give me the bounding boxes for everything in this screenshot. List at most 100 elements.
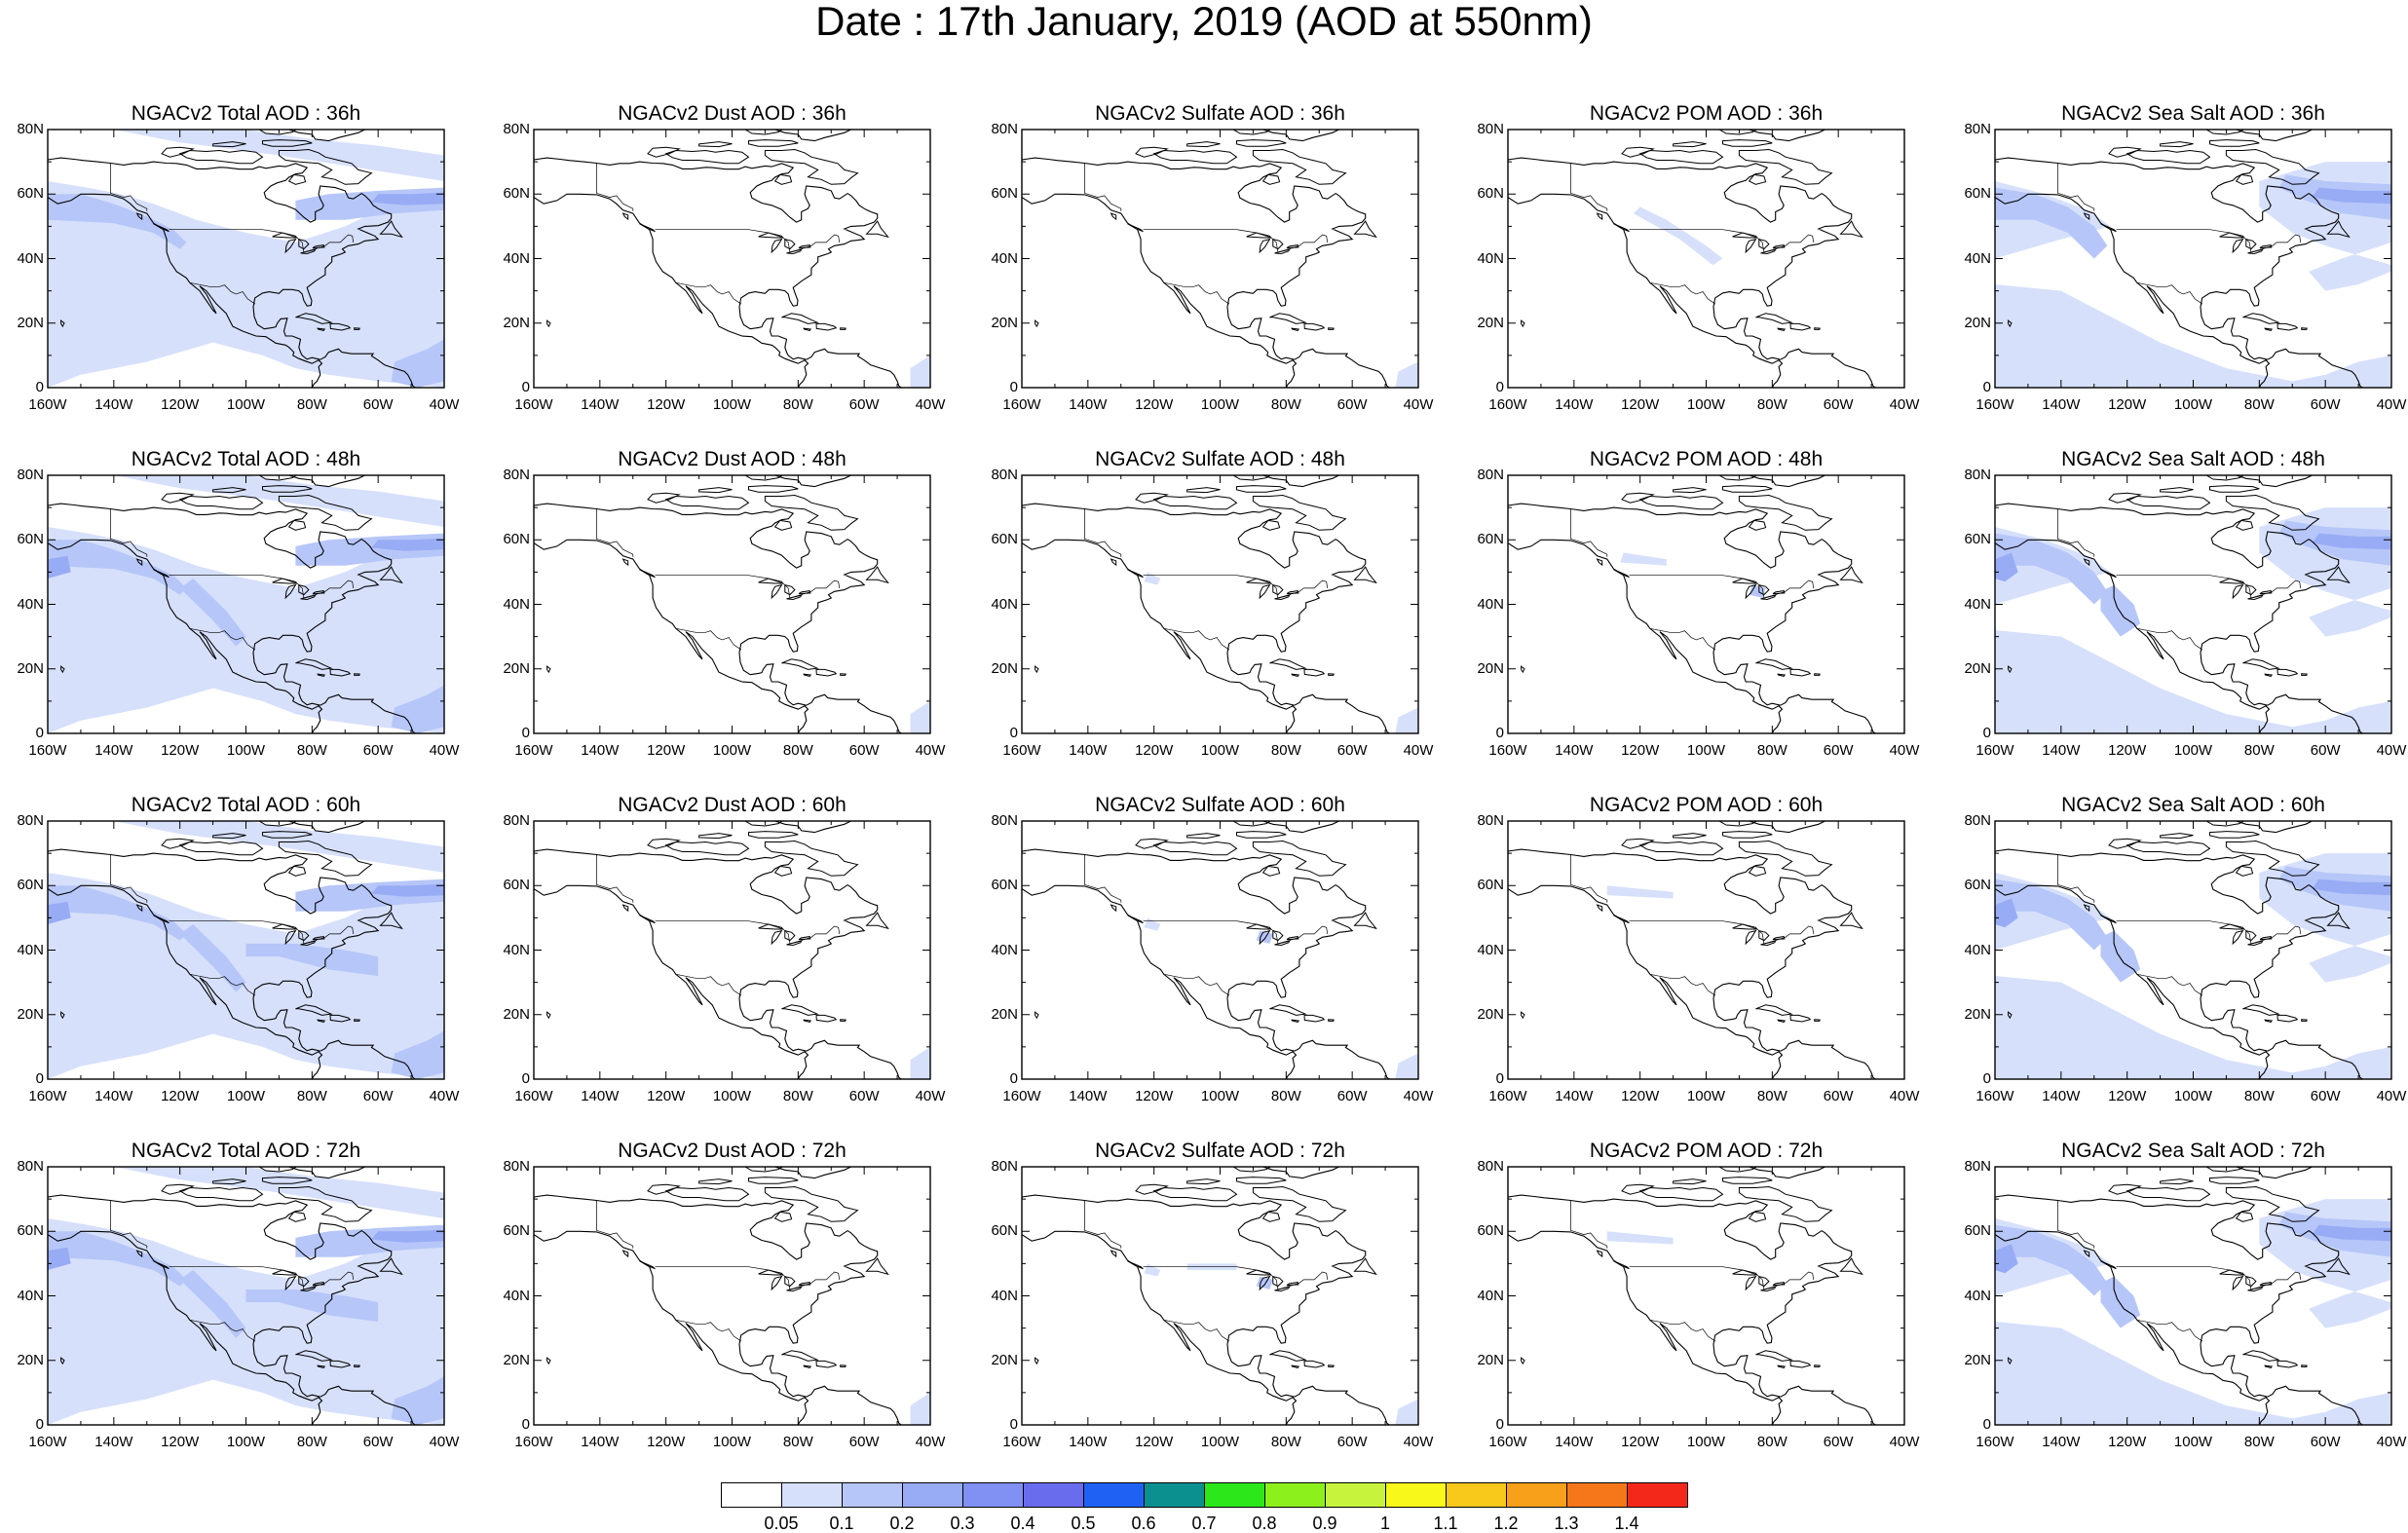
lat-tick-label: 20N — [1964, 659, 1991, 677]
island-outline — [1303, 322, 1326, 331]
lake-outline — [298, 1275, 310, 1288]
lat-tick-label: 0 — [1009, 1070, 1018, 1087]
map-panel-total-36h: NGACv2 Total AOD : 36h 80N 60N 40N 20N 0 160W 1… — [17, 102, 459, 413]
lon-tick-label: 40W — [2376, 742, 2407, 759]
map-frame — [1021, 474, 1419, 734]
aod-field — [1395, 707, 1418, 733]
lat-tick-label: 40N — [1477, 1287, 1504, 1304]
lon-tick-label: 40W — [1889, 1434, 1920, 1450]
lat-tick-label: 20N — [1964, 314, 1991, 331]
colorbar-label: 1.2 — [1493, 1514, 1519, 1533]
lake-outline — [786, 940, 803, 947]
lon-tick-label: 40W — [1889, 396, 1920, 413]
lon-tick-label: 40W — [915, 742, 946, 759]
island-outline — [744, 821, 784, 827]
island-outline — [2209, 139, 2260, 147]
panel-title: NGACv2 Sea Salt AOD : 60h — [2061, 794, 2325, 816]
island-outline — [287, 1211, 307, 1222]
lat-tick-label: 80N — [991, 467, 1018, 483]
map-frame — [1021, 1166, 1419, 1426]
lon-tick-label: 140W — [94, 1434, 133, 1450]
panel-title: NGACv2 Dust AOD : 48h — [618, 448, 847, 470]
lon-tick-label: 40W — [1403, 1434, 1434, 1450]
island-outline — [1596, 904, 1603, 913]
colorbar-swatch — [1083, 1482, 1145, 1508]
lon-tick-label: 60W — [1823, 1088, 1854, 1104]
island-outline — [161, 838, 195, 849]
island-outline — [1236, 1177, 1287, 1184]
island-outline — [1135, 492, 1169, 504]
lon-tick-label: 40W — [429, 742, 460, 759]
island-outline — [1613, 223, 1630, 233]
map-canvas — [47, 129, 445, 389]
lake-outline — [272, 923, 298, 930]
panel-title: NGACv2 Total AOD : 60h — [131, 794, 361, 816]
aod-field — [48, 194, 187, 249]
aod-field — [48, 527, 444, 733]
island-outline — [2126, 495, 2211, 510]
island-outline — [2160, 487, 2194, 494]
panel-title: NGACv2 Dust AOD : 72h — [618, 1140, 847, 1162]
island-outline — [1328, 673, 1335, 676]
lat-tick-label: 20N — [1964, 1351, 1991, 1368]
aod-field — [179, 1270, 246, 1338]
lat-tick-label: 80N — [1477, 121, 1504, 137]
colorbar-label: 0.2 — [889, 1514, 915, 1533]
island-outline — [258, 475, 298, 481]
lat-tick-label: 40N — [503, 941, 530, 958]
lat-tick-label: 80N — [991, 812, 1018, 829]
map-frame — [1021, 129, 1419, 389]
island-outline — [764, 494, 859, 531]
coastline — [1508, 821, 1877, 1079]
island-outline — [1353, 912, 1377, 930]
lon-tick-label: 120W — [1135, 1434, 1174, 1450]
island-outline — [161, 492, 195, 504]
lat-tick-label: 40N — [17, 1287, 44, 1304]
aod-field — [1995, 1218, 2391, 1425]
national-border — [596, 163, 841, 305]
lon-tick-label: 140W — [2042, 742, 2081, 759]
lon-tick-label: 100W — [2173, 396, 2213, 413]
island-outline — [2008, 1011, 2013, 1020]
map-canvas — [533, 474, 931, 734]
lon-tick-label: 120W — [1621, 396, 1660, 413]
island-outline — [2276, 1360, 2299, 1368]
island-outline — [1291, 673, 1300, 677]
island-outline — [698, 487, 733, 494]
map-panel-dust-72h: NGACv2 Dust AOD : 72h 80N 60N 40N 20N 0 160W 14… — [503, 1140, 945, 1450]
island-outline — [287, 865, 307, 877]
national-border — [1570, 854, 1815, 996]
lon-tick-label: 140W — [1555, 742, 1594, 759]
lat-tick-label: 60N — [1477, 185, 1504, 203]
island-outline — [2160, 141, 2194, 148]
aod-field — [48, 540, 187, 595]
island-outline — [329, 1014, 352, 1023]
island-outline — [1755, 313, 1793, 324]
island-outline — [1252, 148, 1347, 185]
aod-field — [2100, 584, 2141, 637]
aod-field — [48, 181, 444, 388]
colorbar-label: 0.3 — [950, 1514, 975, 1533]
island-outline — [1777, 1365, 1787, 1368]
aod-field — [2312, 187, 2391, 205]
island-outline — [2126, 149, 2211, 165]
coastline — [534, 821, 903, 1079]
island-outline — [1638, 841, 1724, 856]
island-outline — [1328, 1019, 1335, 1022]
map-panel-pom-60h: NGACv2 POM AOD : 60h 80N 60N 40N 20N 0 160W 140… — [1477, 794, 1919, 1104]
island-outline — [698, 1178, 733, 1185]
island-outline — [803, 1365, 812, 1368]
lon-tick-label: 140W — [581, 742, 620, 759]
island-outline — [2301, 327, 2308, 330]
island-outline — [1814, 1019, 1821, 1022]
lon-tick-label: 160W — [1975, 396, 2014, 413]
island-outline — [1269, 313, 1307, 324]
panel-title: NGACv2 POM AOD : 48h — [1589, 448, 1824, 470]
island-outline — [1152, 1186, 1238, 1202]
island-outline — [2276, 322, 2299, 331]
national-border — [1084, 163, 1329, 305]
island-outline — [2235, 519, 2254, 531]
island-outline — [639, 915, 656, 924]
aod-field — [1144, 917, 1161, 931]
lake-outline — [784, 583, 796, 596]
